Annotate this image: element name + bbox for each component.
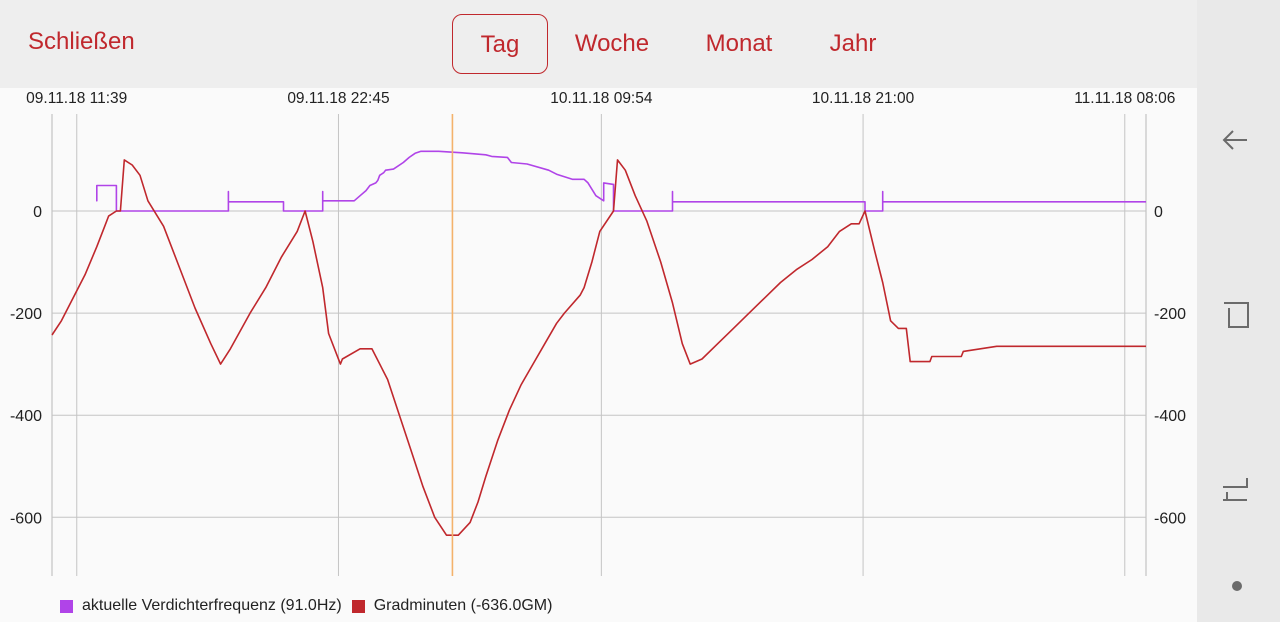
- y-tick-label-left: -600: [10, 510, 42, 527]
- y-tick-label-left: 0: [33, 204, 42, 221]
- tab-week[interactable]: Woche: [574, 30, 650, 57]
- home-icon[interactable]: [1217, 470, 1257, 510]
- legend-item-frequency[interactable]: aktuelle Verdichterfrequenz (91.0Hz): [60, 597, 342, 615]
- legend-label-frequency: aktuelle Verdichterfrequenz (91.0Hz): [82, 597, 342, 614]
- y-axis-labels: 0 0 -200 -200 -400 -400 -600 -600: [10, 204, 1186, 527]
- chart-grid: [51, 114, 1147, 576]
- chart-series: [51, 150, 1146, 537]
- series-line-degree-minutes: [51, 159, 1146, 537]
- tab-month[interactable]: Monat: [705, 30, 773, 57]
- x-axis-labels: 09.11.18 11:39 09.11.18 22:45 10.11.18 09:…: [26, 90, 1175, 107]
- line-chart[interactable]: 09.11.18 11:39 09.11.18 22:45 10.11.18 09:…: [0, 88, 1197, 622]
- y-tick-label-right: -200: [1154, 306, 1186, 323]
- recents-icon[interactable]: [1217, 296, 1257, 336]
- y-tick-label-left: -400: [10, 408, 42, 425]
- dot-icon[interactable]: [1217, 566, 1257, 606]
- x-tick-label: 11.11.18 08:06: [1074, 90, 1175, 107]
- tab-day[interactable]: Tag: [452, 14, 548, 74]
- legend-swatch-degree-minutes: [351, 599, 365, 613]
- y-tick-label-left: -200: [10, 306, 42, 323]
- series-line-frequency: [96, 150, 1146, 212]
- y-tick-label-right: -400: [1154, 408, 1186, 425]
- close-button[interactable]: Schließen: [28, 28, 135, 55]
- y-tick-label-right: -600: [1154, 510, 1186, 527]
- y-tick-label-right: 0: [1154, 204, 1163, 221]
- legend-item-degree-minutes[interactable]: Gradminuten (-636.0GM): [351, 597, 553, 615]
- tab-year[interactable]: Jahr: [829, 30, 877, 57]
- x-tick-label: 09.11.18 11:39: [26, 90, 127, 107]
- legend-swatch-frequency: [60, 599, 73, 613]
- top-bar: Schließen Tag Woche Monat Jahr: [0, 0, 1197, 88]
- system-nav-bar: [1197, 0, 1280, 622]
- x-tick-label: 09.11.18 22:45: [287, 90, 389, 107]
- back-icon[interactable]: [1217, 120, 1257, 160]
- legend-label-degree-minutes: Gradminuten (-636.0GM): [373, 597, 553, 614]
- x-tick-label: 10.11.18 21:00: [812, 90, 915, 107]
- x-tick-label: 10.11.18 09:54: [550, 90, 653, 107]
- chart-legend: aktuelle Verdichterfrequenz (91.0Hz) Gra…: [60, 596, 562, 616]
